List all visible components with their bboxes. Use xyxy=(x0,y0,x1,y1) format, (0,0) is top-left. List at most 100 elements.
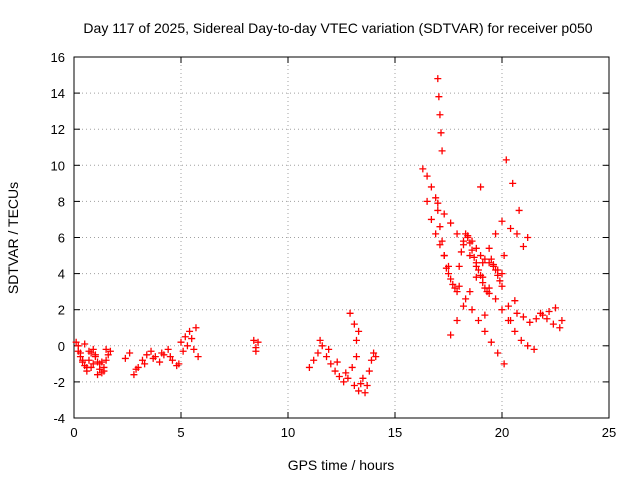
data-point xyxy=(519,243,527,251)
x-tick-label: 5 xyxy=(177,425,184,440)
data-point xyxy=(179,347,187,355)
data-point xyxy=(494,266,502,274)
data-point xyxy=(359,374,367,382)
data-point xyxy=(453,230,461,238)
x-tick-label: 25 xyxy=(602,425,616,440)
x-tick-label: 10 xyxy=(281,425,295,440)
data-point xyxy=(177,338,185,346)
data-point xyxy=(252,347,260,355)
data-point xyxy=(327,360,335,368)
data-point xyxy=(481,327,489,335)
data-point xyxy=(314,349,322,357)
data-point xyxy=(472,273,480,281)
data-point xyxy=(194,353,202,361)
data-point xyxy=(509,179,517,187)
data-point xyxy=(98,358,106,366)
data-point xyxy=(556,324,564,332)
data-points xyxy=(72,75,566,397)
data-point xyxy=(436,223,444,231)
x-axis-label: GPS time / hours xyxy=(288,457,395,473)
y-tick-label: -4 xyxy=(53,411,65,426)
data-point xyxy=(434,75,442,83)
data-point xyxy=(543,315,551,323)
data-point xyxy=(87,363,95,371)
data-point xyxy=(432,194,440,202)
data-point xyxy=(485,284,493,292)
data-point xyxy=(552,304,559,312)
data-point xyxy=(487,338,495,346)
data-point xyxy=(545,308,553,316)
data-point xyxy=(524,234,532,241)
data-point xyxy=(250,336,258,344)
data-point xyxy=(166,353,174,361)
data-point xyxy=(102,356,110,364)
data-point xyxy=(168,356,176,364)
data-point xyxy=(511,297,519,305)
y-tick-label: 2 xyxy=(58,303,65,318)
data-point xyxy=(474,317,482,325)
data-point xyxy=(504,317,512,325)
y-tick-label: 10 xyxy=(51,158,65,173)
data-point xyxy=(498,270,506,278)
y-tick-label: 4 xyxy=(58,267,65,282)
data-point xyxy=(181,333,189,341)
data-point xyxy=(524,342,532,350)
data-point xyxy=(344,374,352,382)
data-point xyxy=(352,336,360,344)
data-point xyxy=(186,327,194,335)
y-axis-label: SDTVAR / TECUs xyxy=(5,182,21,294)
data-point xyxy=(310,356,318,364)
data-point xyxy=(372,353,380,361)
data-point xyxy=(325,345,333,353)
data-point xyxy=(121,354,129,362)
y-tick-label: 8 xyxy=(58,194,65,209)
data-point xyxy=(468,306,476,314)
data-point xyxy=(132,365,140,373)
data-point xyxy=(481,255,489,263)
data-point xyxy=(455,282,463,290)
data-point xyxy=(440,210,448,218)
data-point xyxy=(485,244,493,252)
data-point xyxy=(494,349,502,357)
data-point xyxy=(435,93,443,101)
data-point xyxy=(367,356,375,364)
data-point xyxy=(141,360,149,368)
data-point xyxy=(363,382,371,390)
data-point xyxy=(316,336,324,344)
data-point xyxy=(192,324,200,332)
data-point xyxy=(438,147,446,155)
data-point xyxy=(305,363,313,371)
data-point xyxy=(143,351,151,359)
y-tick-label: 12 xyxy=(51,122,65,137)
data-point xyxy=(85,347,93,355)
data-point xyxy=(464,232,472,240)
data-point xyxy=(355,327,363,335)
data-point xyxy=(331,367,339,375)
data-point xyxy=(333,358,341,366)
data-point xyxy=(500,360,508,368)
grid xyxy=(74,57,609,418)
data-point xyxy=(355,387,363,395)
data-point xyxy=(526,318,534,326)
data-point xyxy=(427,183,435,191)
data-point xyxy=(438,237,446,245)
x-tick-label: 15 xyxy=(388,425,402,440)
data-point xyxy=(504,302,512,310)
data-point xyxy=(361,389,369,397)
data-point xyxy=(451,284,459,292)
axis-ticks: 0 5 10 15 20 25 -4 -2 0 2 4 6 8 10 12 14 16 xyxy=(51,50,617,440)
data-point xyxy=(350,320,358,328)
data-point xyxy=(481,311,489,319)
data-point xyxy=(85,356,93,364)
chart-title: Day 117 of 2025, Sidereal Day-to-day VTE… xyxy=(83,20,592,36)
data-point xyxy=(335,372,343,380)
data-point xyxy=(513,309,521,317)
data-point xyxy=(447,331,455,339)
y-tick-label: 0 xyxy=(58,339,65,354)
data-point xyxy=(156,358,164,366)
data-point xyxy=(549,320,557,328)
data-point xyxy=(106,347,114,355)
data-point xyxy=(83,367,91,375)
data-point xyxy=(453,317,461,325)
